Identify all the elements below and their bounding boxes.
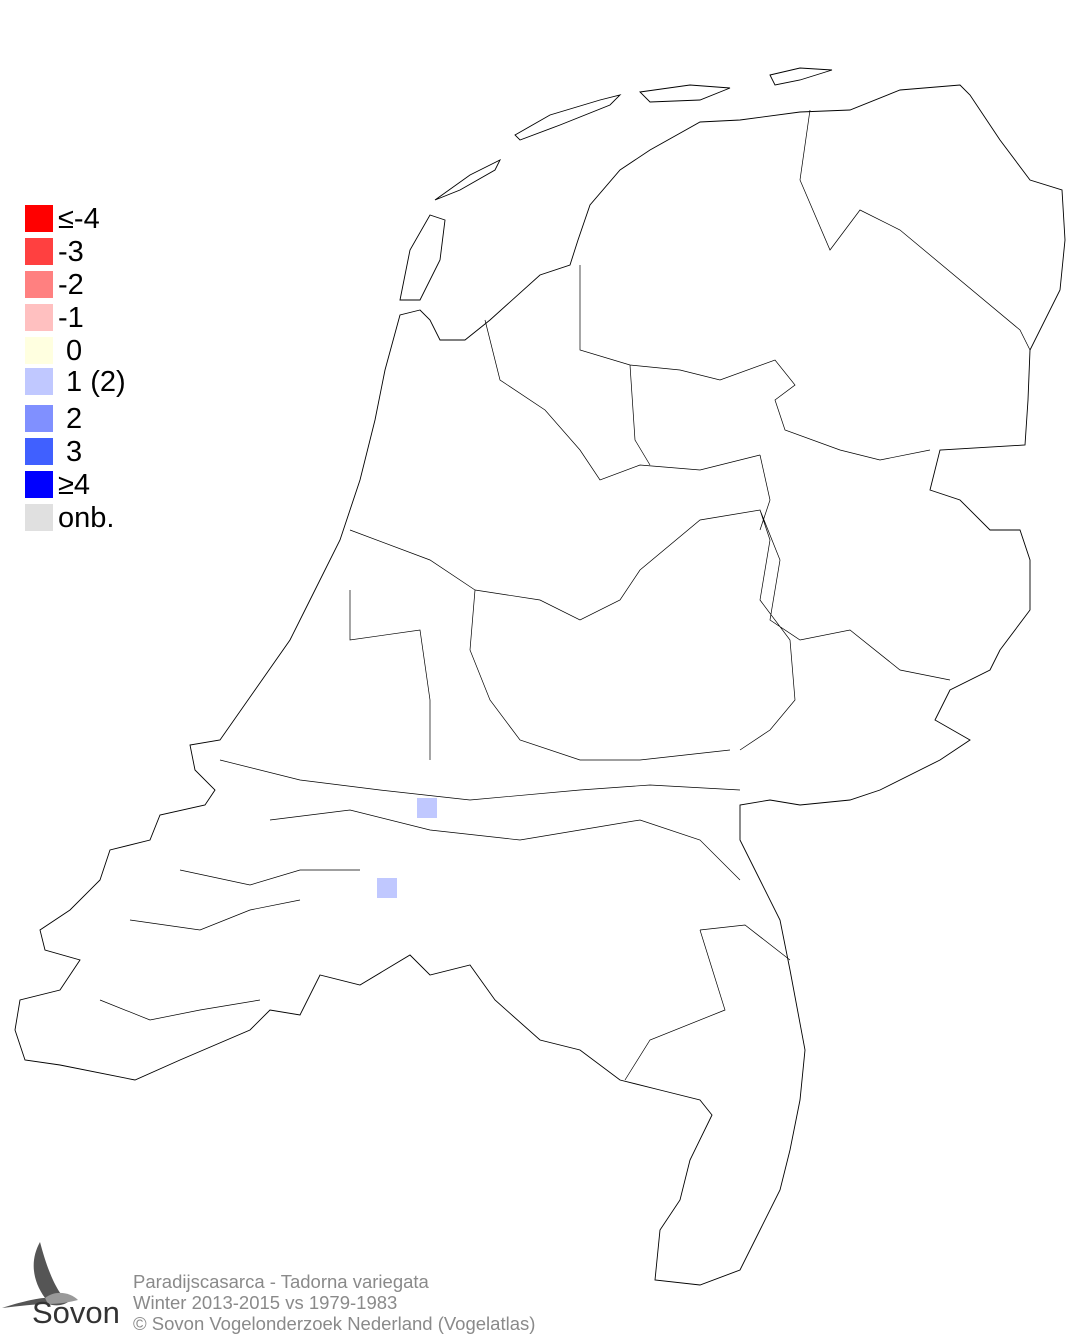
legend-swatch xyxy=(25,337,53,364)
legend-swatch xyxy=(25,368,53,395)
legend-label: -3 xyxy=(58,236,84,268)
vlieland xyxy=(434,158,502,201)
legend-swatch xyxy=(25,405,53,432)
legend-swatch xyxy=(25,238,53,265)
species-name: Paradijscasarca - Tadorna variegata xyxy=(133,1271,429,1292)
province-borders xyxy=(99,109,1031,1081)
period: Winter 2013-2015 vs 1979-1983 xyxy=(133,1292,398,1313)
legend-label: 2 xyxy=(58,403,83,435)
legend-label: onb. xyxy=(58,502,115,534)
logo-text: Sovon xyxy=(32,1295,120,1330)
legend-label: -1 xyxy=(58,302,84,334)
legend-swatch xyxy=(25,471,53,498)
swallow-logo-icon xyxy=(2,1242,78,1308)
legend-swatch xyxy=(25,504,53,531)
terschelling xyxy=(514,94,622,141)
copyright: © Sovon Vogelonderzoek Nederland (Vogela… xyxy=(133,1313,536,1334)
legend-label: -2 xyxy=(58,269,84,301)
legend-label: 1 (2) xyxy=(58,366,126,398)
schiermonnikoog xyxy=(769,67,833,86)
legend-label: ≥4 xyxy=(58,469,91,501)
legend-label: 3 xyxy=(58,436,83,468)
mainland-outline xyxy=(14,84,1066,1286)
grid-cell-value-1 xyxy=(377,878,397,898)
legend-label: ≤-4 xyxy=(58,203,100,235)
legend-swatch xyxy=(25,304,53,331)
legend-swatch xyxy=(25,205,53,232)
ameland xyxy=(639,84,731,103)
grid-cell-value-1 xyxy=(417,798,437,818)
legend-swatch xyxy=(25,271,53,298)
legend-swatch xyxy=(25,438,53,465)
legend-label: 0 xyxy=(58,335,83,367)
texel xyxy=(399,214,446,301)
map-caption: Paradijscasarca - Tadorna variegata Wint… xyxy=(133,1271,535,1334)
